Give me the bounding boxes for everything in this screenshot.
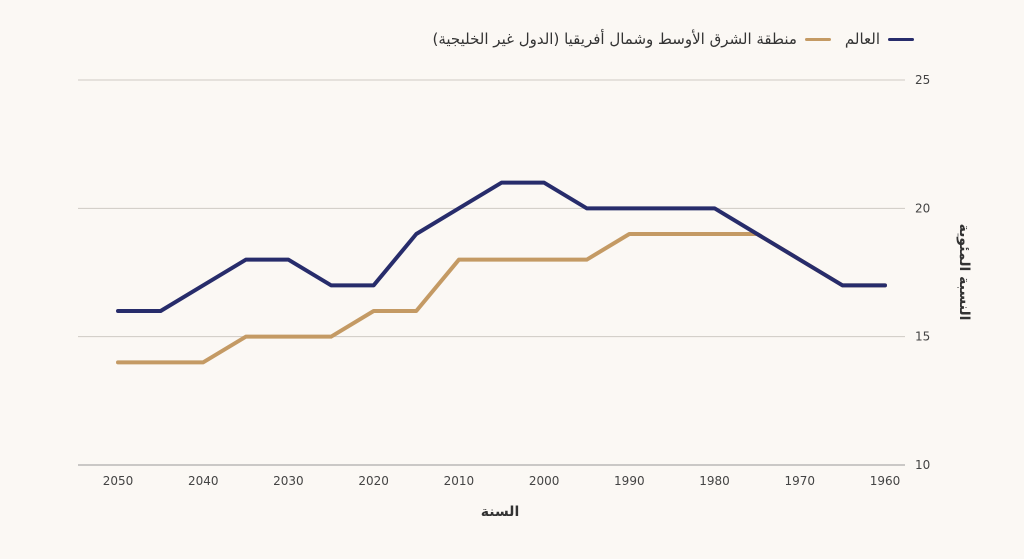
y-tick-label: 10 [915, 458, 930, 472]
series-line-world [116, 180, 887, 313]
x-tick-label: 2050 [103, 474, 134, 488]
x-tick-label: 2030 [273, 474, 304, 488]
x-tick-label: 2010 [444, 474, 475, 488]
x-tick-label: 2000 [529, 474, 560, 488]
y-tick-label: 25 [915, 73, 930, 87]
legend-swatch [804, 37, 831, 41]
x-tick-label: 1970 [785, 474, 816, 488]
x-tick-label: 2040 [188, 474, 219, 488]
legend-item: العالم [845, 30, 914, 48]
x-tick-label: 1990 [614, 474, 645, 488]
x-tick-label: 1960 [870, 474, 901, 488]
y-tick-label: 20 [915, 201, 930, 215]
x-tick-label: 1980 [699, 474, 730, 488]
x-axis-title: السنة [481, 504, 520, 520]
y-tick-label: 15 [915, 330, 930, 344]
legend-item: منطقة الشرق الأوسط وشمال أفريقيا (الدول … [433, 30, 831, 48]
legend-label: منطقة الشرق الأوسط وشمال أفريقيا (الدول … [432, 30, 797, 48]
x-tick-label: 2020 [358, 474, 389, 488]
legend-label: العالم [844, 30, 880, 48]
series-line-mena [116, 232, 887, 365]
chart-legend: العالم منطقة الشرق الأوسط وشمال أفريقيا (… [433, 30, 914, 48]
legend-swatch [888, 37, 914, 41]
y-axis-title: النسبة المئوية [956, 224, 972, 321]
